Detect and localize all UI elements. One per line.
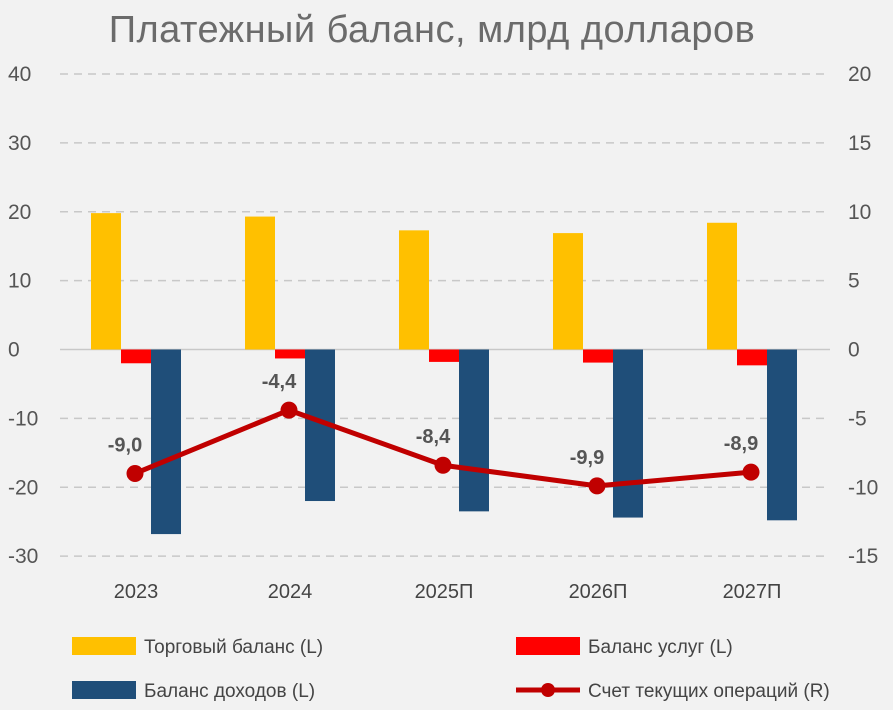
bar-trade: [245, 216, 275, 350]
y-right-tick-label: 0: [848, 339, 860, 362]
line-point: [280, 401, 298, 419]
line-point: [434, 456, 452, 474]
y-left-tick-label: -20: [8, 476, 38, 499]
y-axis-right: 20 15 10 5 0 -5 -10 -15: [848, 63, 878, 568]
x-axis-categories: 2023 2024 2025П 2026П 2027П: [114, 581, 782, 603]
legend-label: Счет текущих операций (R): [588, 681, 830, 702]
y-right-tick-label: 10: [848, 201, 871, 224]
legend-swatch-marker: [541, 683, 555, 697]
y-left-tick-label: 30: [8, 132, 31, 155]
bar-trade: [553, 233, 583, 350]
y-right-tick-label: 15: [848, 132, 871, 155]
x-category-label: 2024: [268, 581, 313, 603]
data-label: -4,4: [262, 371, 297, 393]
y-right-tick-label: 20: [848, 63, 871, 86]
bar-services: [737, 349, 767, 366]
y-left-tick-label: 20: [8, 201, 31, 224]
bar-income: [767, 349, 797, 521]
bar-services: [429, 349, 459, 362]
line-point: [588, 477, 606, 495]
data-label: -9,0: [108, 434, 142, 456]
legend-label: Баланс услуг (L): [588, 637, 733, 658]
y-axis-left: 40 30 20 10 0 -10 -20 -30: [8, 63, 38, 568]
y-left-tick-label: -10: [8, 407, 38, 430]
y-right-tick-label: -5: [848, 407, 867, 430]
data-label: -8,4: [416, 426, 451, 448]
legend-swatch: [516, 637, 580, 655]
legend-swatch: [72, 637, 136, 655]
bars: [91, 213, 797, 535]
legend: Торговый баланс (L) Баланс услуг (L) Балан…: [72, 637, 830, 702]
bar-trade: [399, 230, 429, 350]
x-category-label: 2023: [114, 581, 159, 603]
line-point: [742, 463, 760, 481]
y-right-tick-label: -15: [848, 545, 878, 568]
y-left-tick-label: 10: [8, 270, 31, 293]
bar-income: [459, 349, 489, 512]
y-left-tick-label: -30: [8, 545, 38, 568]
y-left-tick-label: 0: [8, 339, 20, 362]
x-category-label: 2026П: [569, 581, 628, 603]
data-label: -8,9: [724, 433, 758, 455]
line-point: [126, 464, 144, 482]
bar-services: [275, 349, 305, 359]
bar-income: [151, 349, 181, 535]
x-category-label: 2027П: [723, 581, 782, 603]
data-label: -9,9: [570, 447, 604, 469]
y-right-tick-label: 5: [848, 270, 860, 293]
bar-trade: [707, 222, 737, 350]
x-category-label: 2025П: [415, 581, 474, 603]
y-right-tick-label: -10: [848, 476, 878, 499]
current-account-line: -9,0 -4,4 -8,4 -9,9 -8,9: [108, 371, 760, 495]
chart-title: Платежный баланс, млрд долларов: [109, 9, 756, 51]
bar-income: [613, 349, 643, 518]
bar-services: [121, 349, 151, 364]
y-left-tick-label: 40: [8, 63, 31, 86]
bar-trade: [91, 213, 121, 350]
legend-label: Баланс доходов (L): [144, 681, 315, 702]
legend-label: Торговый баланс (L): [144, 637, 323, 658]
legend-swatch: [72, 681, 136, 699]
bar-services: [583, 349, 613, 363]
